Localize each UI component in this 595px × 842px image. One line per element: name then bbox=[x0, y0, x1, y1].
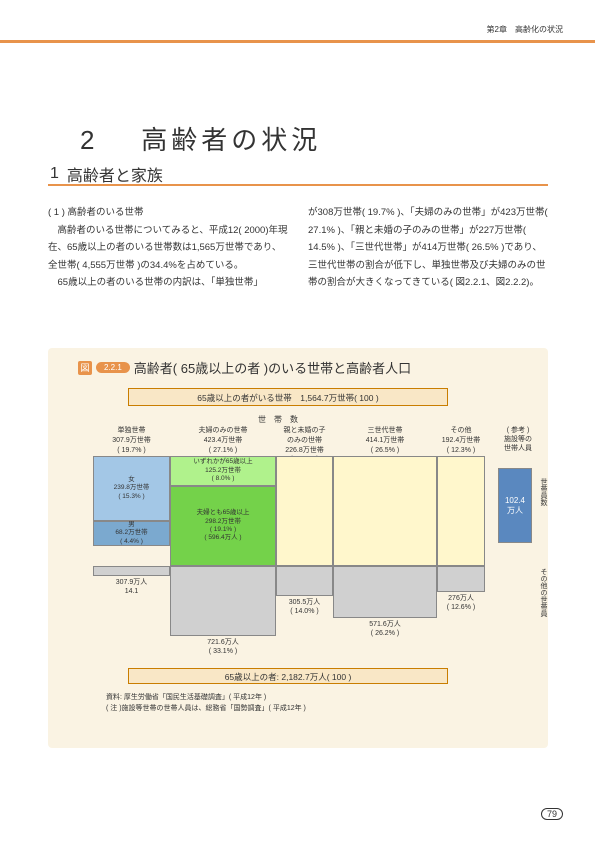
lower-label: 571.6万人 ( 26.2% ) bbox=[333, 620, 437, 638]
section-underline bbox=[48, 184, 548, 186]
figure-brace-label: 世 帯 数 bbox=[98, 414, 458, 425]
figure-source: 資料: 厚生労働省「国民生活基礎調査」( 平成12年 ) ( 注 )施設等世帯の… bbox=[106, 693, 306, 714]
body-text: ( 1 ) 高齢者のいる世帯 高齢者のいる世帯についてみると、平成12( 200… bbox=[48, 204, 548, 292]
chart-block-male: 男 68.2万世帯 ( 4.4% ) bbox=[93, 521, 170, 546]
vbrace-upper: 世帯員数 bbox=[538, 478, 548, 506]
lower-bar bbox=[333, 566, 437, 618]
figure-badge-icon: 図 bbox=[78, 361, 92, 375]
chart-block-female: 女 239.8万世帯 ( 15.3% ) bbox=[93, 456, 170, 521]
subheading: ( 1 ) 高齢者のいる世帯 bbox=[48, 204, 288, 222]
top-divider bbox=[0, 40, 595, 43]
lower-bar bbox=[437, 566, 485, 592]
ref-header: ( 参考 ) 施設等の 世帯人員 bbox=[493, 426, 543, 453]
body-col-left: ( 1 ) 高齢者のいる世帯 高齢者のいる世帯についてみると、平成12( 200… bbox=[48, 204, 288, 292]
header-chapter: 第2章 高齢化の状況 bbox=[487, 24, 563, 35]
cat-header: その他 192.4万世帯 ( 12.3% ) bbox=[437, 426, 485, 455]
chart-block-couple-one: いずれかが65歳以上 125.2万世帯 ( 8.0% ) bbox=[170, 456, 276, 486]
figure-2-2-1: 図 2.2.1 高齢者( 65歳以上の者 )のいる世帯と高齢者人口 65歳以上の… bbox=[48, 348, 548, 748]
lower-label: 721.6万人 ( 33.1% ) bbox=[170, 638, 276, 656]
paragraph: が308万世帯( 19.7% )、「夫婦のみの世帯」が423万世帯( 27.1%… bbox=[308, 204, 548, 292]
vbrace-lower: その他の世帯員 bbox=[538, 568, 548, 617]
chart-block bbox=[437, 456, 485, 566]
paragraph: 高齢者のいる世帯についてみると、平成12( 2000)年現在、65歳以上の者のい… bbox=[48, 222, 288, 275]
chart-block bbox=[333, 456, 437, 566]
lower-label: 276万人 ( 12.6% ) bbox=[437, 594, 485, 612]
page-number: 79 bbox=[541, 808, 563, 820]
chart-block bbox=[276, 456, 333, 566]
figure-top-total-box: 65歳以上の者がいる世帯 1,564.7万世帯( 100 ) bbox=[128, 388, 448, 406]
section-title-text: 高齢者と家族 bbox=[67, 162, 163, 186]
section-num: 1 bbox=[50, 165, 59, 183]
cat-header: 夫婦のみの世帯 423.4万世帯 ( 27.1% ) bbox=[170, 426, 276, 455]
ref-block: 102.4 万人 bbox=[498, 468, 532, 543]
figure-number-badge: 2.2.1 bbox=[96, 362, 130, 373]
lower-bar bbox=[276, 566, 333, 596]
lower-bar bbox=[170, 566, 276, 636]
chapter-num: 2 bbox=[80, 125, 130, 156]
chapter-title-text: 高齢者の状況 bbox=[141, 125, 321, 155]
figure-title-text: 高齢者( 65歳以上の者 )のいる世帯と高齢者人口 bbox=[134, 358, 411, 377]
lower-label: 307.9万人 14.1 bbox=[93, 578, 170, 596]
section-heading: 1 高齢者と家族 bbox=[50, 162, 163, 186]
paragraph: 65歳以上の者のいる世帯の内訳は、「単独世帯」 bbox=[48, 274, 288, 292]
cat-header: 三世代世帯 414.1万世帯 ( 26.5% ) bbox=[333, 426, 437, 455]
cat-header: 単独世帯 307.9万世帯 ( 19.7% ) bbox=[93, 426, 170, 455]
figure-title-row: 図 2.2.1 高齢者( 65歳以上の者 )のいる世帯と高齢者人口 bbox=[78, 358, 411, 377]
chart-block-couple-both: 夫婦とも65歳以上 298.2万世帯 ( 19.1% ) ( 596.4万人 ) bbox=[170, 486, 276, 566]
figure-bottom-total-box: 65歳以上の者: 2,182.7万人( 100 ) bbox=[128, 668, 448, 684]
lower-bar bbox=[93, 566, 170, 576]
body-col-right: が308万世帯( 19.7% )、「夫婦のみの世帯」が423万世帯( 27.1%… bbox=[308, 204, 548, 292]
lower-label: 305.5万人 ( 14.0% ) bbox=[276, 598, 333, 616]
chapter-title: 2 高齢者の状況 bbox=[80, 120, 321, 157]
mosaic-chart: 女 239.8万世帯 ( 15.3% ) 男 68.2万世帯 ( 4.4% ) … bbox=[93, 456, 483, 566]
